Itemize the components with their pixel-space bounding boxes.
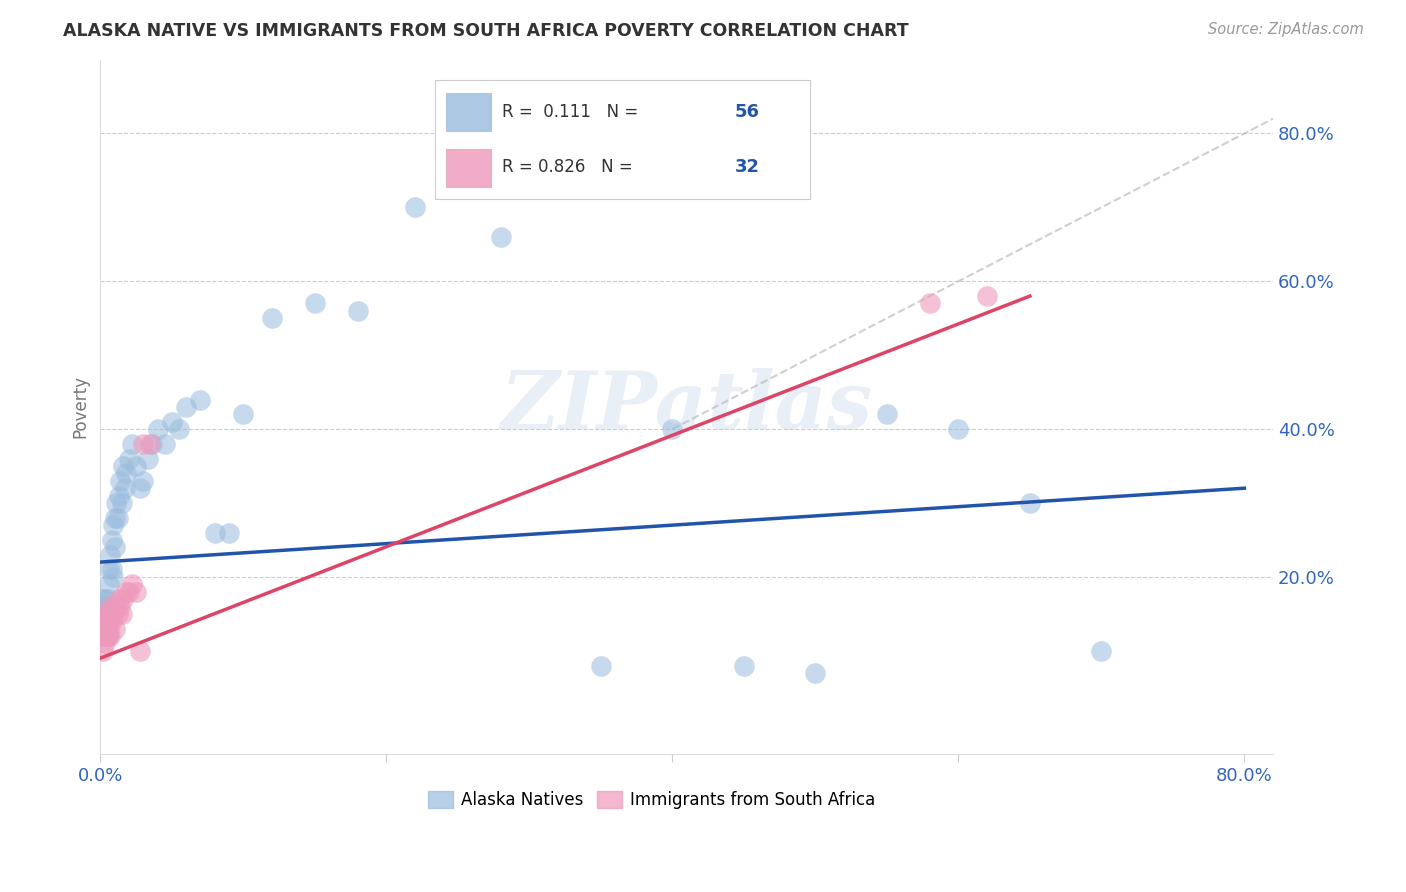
- Point: [94, 622, 117, 636]
- Point: [96, 614, 118, 628]
- Point: [108, 489, 131, 503]
- Point: [160, 415, 183, 429]
- Point: [111, 607, 134, 621]
- Point: [404, 200, 426, 214]
- Point: [110, 599, 132, 614]
- Point: [125, 584, 148, 599]
- Point: [125, 458, 148, 473]
- Point: [104, 510, 127, 524]
- Point: [167, 422, 190, 436]
- Point: [118, 584, 141, 599]
- Point: [93, 614, 115, 628]
- Point: [1090, 644, 1112, 658]
- Point: [98, 607, 121, 621]
- Point: [104, 541, 127, 555]
- Point: [190, 392, 212, 407]
- Point: [204, 525, 226, 540]
- Point: [91, 592, 114, 607]
- Point: [661, 422, 683, 436]
- Point: [115, 584, 138, 599]
- Point: [94, 629, 117, 643]
- Point: [101, 614, 124, 628]
- Point: [107, 607, 129, 621]
- Point: [108, 592, 131, 607]
- Point: [304, 296, 326, 310]
- Point: [733, 658, 755, 673]
- Point: [98, 548, 121, 562]
- Point: [174, 400, 197, 414]
- Point: [136, 451, 159, 466]
- Point: [103, 570, 125, 584]
- Point: [90, 629, 112, 643]
- Point: [94, 599, 117, 614]
- Point: [1019, 496, 1042, 510]
- Point: [218, 525, 240, 540]
- Text: ALASKA NATIVE VS IMMIGRANTS FROM SOUTH AFRICA POVERTY CORRELATION CHART: ALASKA NATIVE VS IMMIGRANTS FROM SOUTH A…: [63, 22, 908, 40]
- Point: [112, 458, 135, 473]
- Point: [103, 518, 125, 533]
- Point: [804, 665, 827, 680]
- Point: [112, 592, 135, 607]
- Point: [114, 481, 136, 495]
- Point: [346, 303, 368, 318]
- Point: [876, 407, 898, 421]
- Point: [91, 644, 114, 658]
- Point: [918, 296, 941, 310]
- Point: [115, 467, 138, 481]
- Point: [98, 629, 121, 643]
- Point: [146, 422, 169, 436]
- Point: [97, 577, 120, 591]
- Point: [105, 496, 128, 510]
- Point: [91, 599, 114, 614]
- Point: [132, 437, 155, 451]
- Legend: Alaska Natives, Immigrants from South Africa: Alaska Natives, Immigrants from South Af…: [420, 784, 882, 815]
- Point: [98, 599, 121, 614]
- Point: [103, 607, 125, 621]
- Point: [132, 474, 155, 488]
- Point: [232, 407, 254, 421]
- Point: [111, 496, 134, 510]
- Point: [105, 599, 128, 614]
- Point: [96, 629, 118, 643]
- Point: [260, 311, 283, 326]
- Point: [107, 510, 129, 524]
- Point: [110, 474, 132, 488]
- Point: [129, 644, 152, 658]
- Text: ZIPatlas: ZIPatlas: [501, 368, 873, 446]
- Point: [97, 562, 120, 576]
- Point: [141, 437, 163, 451]
- Point: [104, 622, 127, 636]
- Point: [91, 622, 114, 636]
- Point: [97, 622, 120, 636]
- Point: [90, 614, 112, 628]
- Point: [118, 451, 141, 466]
- Y-axis label: Poverty: Poverty: [72, 376, 89, 438]
- Point: [589, 658, 612, 673]
- Point: [101, 533, 124, 547]
- Point: [129, 481, 152, 495]
- Point: [139, 437, 162, 451]
- Point: [94, 607, 117, 621]
- Point: [121, 437, 143, 451]
- Point: [976, 289, 998, 303]
- Point: [96, 629, 118, 643]
- Point: [93, 636, 115, 650]
- Point: [948, 422, 970, 436]
- Point: [101, 562, 124, 576]
- Point: [489, 230, 512, 244]
- Point: [153, 437, 176, 451]
- Point: [90, 607, 112, 621]
- Point: [96, 592, 118, 607]
- Point: [121, 577, 143, 591]
- Text: Source: ZipAtlas.com: Source: ZipAtlas.com: [1208, 22, 1364, 37]
- Point: [93, 614, 115, 628]
- Point: [93, 592, 115, 607]
- Point: [97, 607, 120, 621]
